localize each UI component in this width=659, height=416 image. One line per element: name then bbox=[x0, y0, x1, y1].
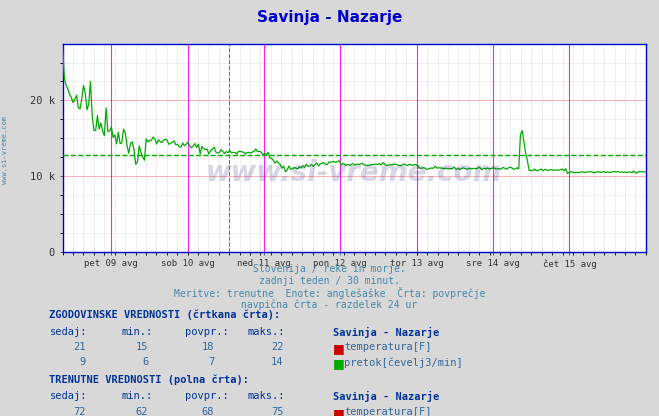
Text: 6: 6 bbox=[142, 357, 148, 367]
Text: ■: ■ bbox=[333, 357, 345, 370]
Text: 68: 68 bbox=[202, 407, 214, 416]
Text: 21: 21 bbox=[73, 342, 86, 352]
Text: maks.:: maks.: bbox=[247, 327, 285, 337]
Text: 22: 22 bbox=[271, 342, 283, 352]
Text: ■: ■ bbox=[333, 407, 345, 416]
Text: Savinja - Nazarje: Savinja - Nazarje bbox=[333, 327, 439, 338]
Text: ■: ■ bbox=[333, 342, 345, 355]
Text: 62: 62 bbox=[136, 407, 148, 416]
Text: 18: 18 bbox=[202, 342, 214, 352]
Text: sedaj:: sedaj: bbox=[49, 391, 87, 401]
Text: Slovenija / reke in morje.: Slovenija / reke in morje. bbox=[253, 264, 406, 274]
Text: 72: 72 bbox=[73, 407, 86, 416]
Text: maks.:: maks.: bbox=[247, 391, 285, 401]
Text: 15: 15 bbox=[136, 342, 148, 352]
Text: 75: 75 bbox=[271, 407, 283, 416]
Text: 7: 7 bbox=[208, 357, 214, 367]
Text: min.:: min.: bbox=[122, 391, 153, 401]
Text: 14: 14 bbox=[271, 357, 283, 367]
Text: navpična črta - razdelek 24 ur: navpična črta - razdelek 24 ur bbox=[241, 299, 418, 310]
Text: min.:: min.: bbox=[122, 327, 153, 337]
Text: Savinja - Nazarje: Savinja - Nazarje bbox=[257, 10, 402, 25]
Text: www.si-vreme.com: www.si-vreme.com bbox=[2, 116, 9, 184]
Text: TRENUTNE VREDNOSTI (polna črta):: TRENUTNE VREDNOSTI (polna črta): bbox=[49, 375, 249, 385]
Text: povpr.:: povpr.: bbox=[185, 391, 228, 401]
Text: pretok[čevelj3/min]: pretok[čevelj3/min] bbox=[344, 357, 463, 368]
Text: sedaj:: sedaj: bbox=[49, 327, 87, 337]
Text: temperatura[F]: temperatura[F] bbox=[344, 342, 432, 352]
Text: ZGODOVINSKE VREDNOSTI (črtkana črta):: ZGODOVINSKE VREDNOSTI (črtkana črta): bbox=[49, 310, 281, 320]
Text: povpr.:: povpr.: bbox=[185, 327, 228, 337]
Text: temperatura[F]: temperatura[F] bbox=[344, 407, 432, 416]
Text: Meritve: trenutne  Enote: anglešaške  Črta: povprečje: Meritve: trenutne Enote: anglešaške Črta… bbox=[174, 287, 485, 300]
Text: www.si-vreme.com: www.si-vreme.com bbox=[206, 158, 502, 187]
Text: zadnji teden / 30 minut.: zadnji teden / 30 minut. bbox=[259, 276, 400, 286]
Text: 9: 9 bbox=[80, 357, 86, 367]
Text: Savinja - Nazarje: Savinja - Nazarje bbox=[333, 391, 439, 403]
